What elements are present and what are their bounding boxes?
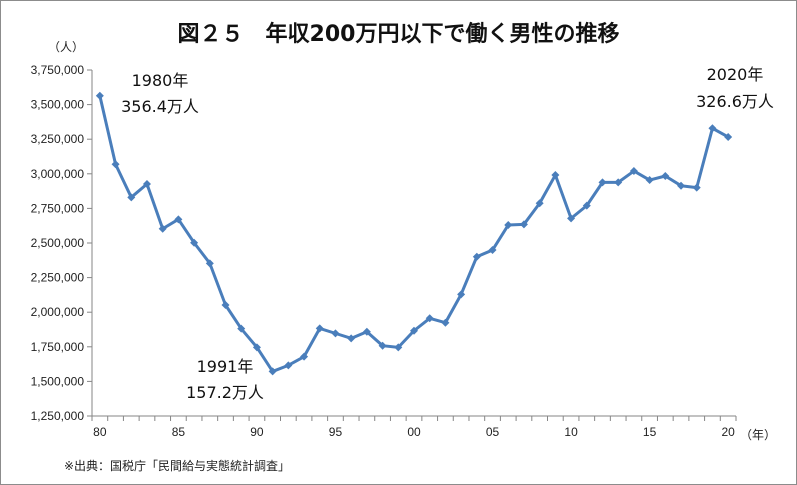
data-point-marker: [268, 367, 277, 376]
data-point-marker: [300, 352, 309, 361]
x-tick-label: 95: [329, 425, 343, 439]
data-point-marker: [582, 201, 591, 210]
data-point-marker: [724, 132, 733, 141]
data-point-marker: [95, 91, 104, 100]
data-point-marker: [190, 238, 199, 247]
data-point-marker: [629, 167, 638, 176]
data-point-marker: [315, 324, 324, 333]
y-tick-label: 1,500,000: [31, 374, 85, 388]
x-axis-unit: （年）: [740, 428, 777, 442]
data-point-marker: [205, 259, 214, 268]
data-point-marker: [441, 318, 450, 327]
data-point-marker: [504, 221, 513, 230]
data-point-marker: [237, 324, 246, 333]
annotation-year: 2020年: [707, 65, 764, 84]
data-point-marker: [158, 224, 167, 233]
data-point-marker: [614, 178, 623, 187]
data-point-marker: [347, 334, 356, 343]
data-point-marker: [410, 326, 418, 335]
x-tick-label: 10: [564, 425, 578, 439]
y-tick-label: 2,500,000: [31, 236, 85, 250]
data-point-marker: [661, 172, 670, 181]
annotation-value: 157.2万人: [186, 383, 264, 402]
data-point-marker: [127, 193, 136, 202]
source-note: ※出典：国税庁「民間給与実態統計調査」: [64, 459, 291, 473]
y-tick-label: 3,750,000: [31, 63, 85, 77]
annotation-year: 1980年: [132, 71, 189, 90]
data-point-marker: [708, 124, 717, 133]
data-point-marker: [488, 246, 497, 255]
y-tick-label: 3,250,000: [31, 132, 85, 146]
y-axis-unit: （人）: [48, 40, 85, 54]
data-point-marker: [677, 181, 686, 190]
data-point-marker: [394, 343, 403, 352]
data-point-marker: [252, 343, 261, 352]
x-tick-label: 00: [407, 425, 421, 439]
data-point-marker: [284, 361, 293, 370]
annotation-value: 356.4万人: [121, 97, 199, 116]
data-point-marker: [221, 301, 230, 310]
data-point-marker: [519, 220, 528, 229]
data-point-marker: [472, 252, 481, 261]
data-point-marker: [142, 180, 151, 189]
data-point-marker: [457, 290, 466, 299]
annotation-value: 326.6万人: [696, 92, 774, 111]
x-tick-label: 85: [172, 425, 186, 439]
y-tick-label: 3,000,000: [31, 167, 85, 181]
x-tick-label: 15: [643, 425, 657, 439]
data-point-marker: [111, 160, 120, 169]
data-point-marker: [331, 329, 340, 338]
y-tick-label: 2,750,000: [31, 201, 85, 215]
x-tick-label: 20: [721, 425, 735, 439]
y-tick-label: 1,250,000: [31, 409, 85, 423]
data-point-marker: [551, 171, 560, 180]
data-point-marker: [535, 199, 544, 208]
data-point-marker: [645, 176, 654, 185]
chart-title: 図２５ 年収200万円以下で働く男性の推移: [177, 22, 620, 47]
y-tick-label: 2,250,000: [31, 271, 85, 285]
data-point-marker: [378, 341, 387, 350]
annotation-year: 1991年: [197, 357, 254, 376]
x-tick-label: 05: [486, 425, 500, 439]
data-point-marker: [174, 215, 183, 224]
data-point-marker: [425, 314, 434, 323]
x-tick-label: 90: [250, 425, 264, 439]
data-point-marker: [567, 214, 576, 223]
data-point-marker: [598, 178, 607, 187]
data-point-marker: [362, 327, 371, 336]
y-tick-label: 3,500,000: [31, 98, 85, 112]
y-tick-label: 1,750,000: [31, 340, 85, 354]
x-tick-label: 80: [93, 425, 107, 439]
data-point-marker: [692, 183, 701, 192]
y-tick-label: 2,000,000: [31, 305, 85, 319]
